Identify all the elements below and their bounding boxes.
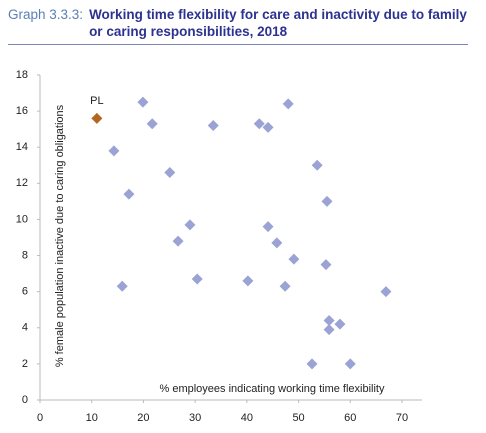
y-tick-label: 2 (22, 358, 28, 370)
point (242, 275, 254, 287)
y-tick-label: 10 (16, 213, 28, 225)
point (184, 219, 196, 231)
x-tick-label: 30 (189, 412, 201, 424)
x-tick-label: 70 (396, 412, 408, 424)
point (344, 358, 356, 370)
point (334, 318, 346, 330)
point (137, 96, 149, 108)
point (321, 195, 333, 207)
point (191, 273, 203, 285)
point (116, 280, 128, 292)
y-tick-label: 14 (16, 141, 28, 153)
y-tick-label: 8 (22, 249, 28, 261)
x-tick-label: 10 (86, 412, 98, 424)
point (123, 188, 135, 200)
highlight-point (91, 112, 103, 124)
y-tick-label: 4 (22, 322, 28, 334)
point (262, 121, 274, 133)
x-tick-label: 20 (137, 412, 149, 424)
point (146, 118, 158, 130)
x-tick-label: 60 (344, 412, 356, 424)
y-tick-label: 0 (22, 394, 28, 406)
point (108, 145, 120, 157)
point (279, 280, 291, 292)
x-tick-label: 50 (292, 412, 304, 424)
point (320, 259, 332, 271)
x-tick-label: 40 (241, 412, 253, 424)
x-axis-label: % employees indicating working time flex… (160, 383, 385, 395)
point (271, 237, 283, 249)
y-tick-label: 12 (16, 177, 28, 189)
point (288, 253, 300, 265)
point (207, 120, 219, 132)
point (253, 118, 265, 130)
highlight-label: PL (90, 95, 103, 107)
point (306, 358, 318, 370)
y-tick-label: 16 (16, 105, 28, 117)
point (262, 221, 274, 233)
x-tick-label: 0 (37, 412, 43, 424)
y-tick-label: 18 (16, 69, 28, 81)
point (323, 315, 335, 327)
point (311, 159, 323, 171)
title-prefix: Graph 3.3.3: (8, 7, 84, 22)
point (380, 286, 392, 298)
chart-title: Working time flexibility for care and in… (89, 7, 467, 39)
point (164, 167, 176, 178)
point (172, 235, 184, 247)
y-tick-label: 6 (22, 286, 28, 298)
title-block: Graph 3.3.3: Working time flexibility fo… (8, 6, 468, 45)
point (282, 98, 294, 110)
y-axis-label: % female population inactive due to cari… (54, 104, 66, 367)
point (323, 324, 335, 336)
